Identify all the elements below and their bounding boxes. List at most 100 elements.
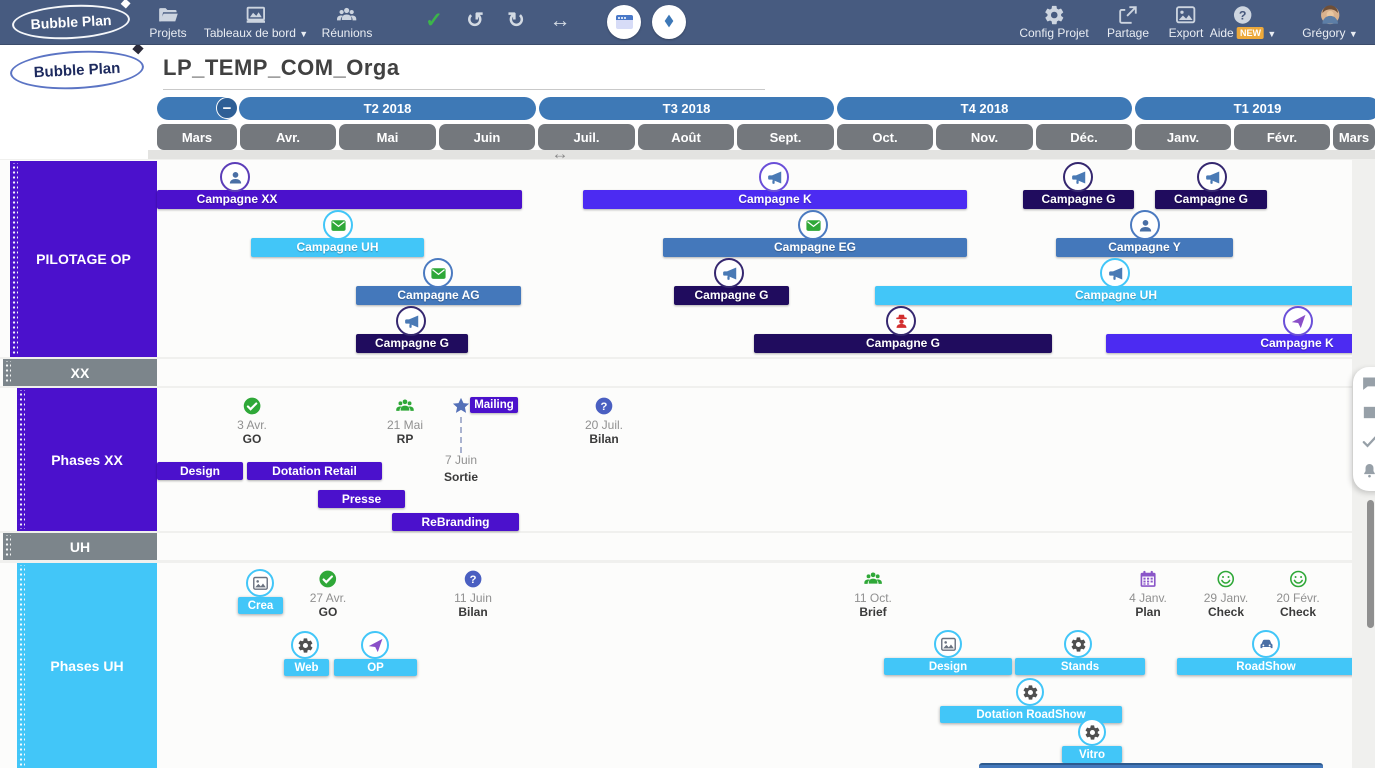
quarter-header-t3-2018[interactable]: T3 2018 (539, 97, 834, 120)
bubble-bar[interactable]: Campagne G (754, 334, 1052, 353)
envelope-icon[interactable] (423, 258, 453, 288)
month-header-juil[interactable]: Juil. (538, 124, 635, 150)
uh-phase-tag[interactable]: Crea (238, 597, 283, 614)
megaphone-icon[interactable] (759, 162, 789, 192)
bubble-bar[interactable]: Campagne UH (251, 238, 424, 257)
bubble-bar[interactable]: Campagne K (583, 190, 967, 209)
month-header-déc[interactable]: Déc. (1036, 124, 1132, 150)
person-icon[interactable] (220, 162, 250, 192)
square-icon[interactable] (1361, 404, 1375, 421)
image-frame-icon[interactable] (934, 630, 962, 658)
month-header-oct[interactable]: Oct. (837, 124, 933, 150)
milestone-tag-mailing[interactable]: Mailing (470, 397, 518, 413)
phase-bar[interactable]: ReBranding (392, 513, 519, 531)
bubble-bar[interactable]: Campagne UH (875, 286, 1357, 305)
uh-phase-tag[interactable]: Stands (1015, 658, 1145, 675)
speech-icon[interactable] (1361, 375, 1375, 392)
row-drag-handle[interactable] (18, 390, 25, 529)
nav-aide[interactable]: ? Aide NEW ▼ (1210, 4, 1276, 40)
bubble-bar[interactable]: Campagne Y (1056, 238, 1233, 257)
paperplane-icon[interactable] (1283, 306, 1313, 336)
validate-button[interactable]: ✓ (425, 9, 443, 32)
megaphone-icon[interactable] (1063, 162, 1093, 192)
row-drag-handle[interactable] (4, 361, 11, 384)
quarter-header-t1-2019[interactable]: T1 2019 (1135, 97, 1375, 120)
car-icon[interactable] (1252, 630, 1280, 658)
vertical-scrollbar[interactable] (1367, 500, 1374, 628)
megaphone-icon[interactable] (714, 258, 744, 288)
bubble-bar[interactable]: Campagne G (674, 286, 789, 305)
milestone[interactable]: 11 Oct. Brief (854, 569, 892, 619)
project-title[interactable]: LP_TEMP_COM_Orga (163, 55, 400, 80)
bubble-bar[interactable]: Campagne G (1023, 190, 1134, 209)
uh-phase-tag[interactable]: OP (334, 659, 417, 676)
sidebar-row-pilotage-op[interactable]: PILOTAGE OP (10, 161, 157, 357)
quarter-header-t2-2018[interactable]: T2 2018 (239, 97, 536, 120)
uh-phase-tag[interactable]: Dotation RoadShow (940, 706, 1122, 723)
uh-phase-tag[interactable]: Vitro (1062, 746, 1122, 763)
nav-gr-gory[interactable]: Grégory ▼ (1302, 4, 1358, 40)
spy-icon[interactable] (886, 306, 916, 336)
month-header-nov[interactable]: Nov. (936, 124, 1033, 150)
uh-phase-tag[interactable]: Web (284, 659, 329, 676)
phase-bar[interactable]: Dotation Retail (247, 462, 382, 480)
milestone[interactable]: ? 20 Juil. Bilan (585, 396, 623, 446)
milestone[interactable]: 29 Janv. Check (1204, 569, 1248, 619)
brand-logo-light[interactable]: Bubble Plan (9, 43, 145, 93)
envelope-icon[interactable] (323, 210, 353, 240)
collapse-quarter-button[interactable]: − (216, 97, 238, 119)
gear-dark-icon[interactable] (1016, 678, 1044, 706)
quarter-header-t4-2018[interactable]: T4 2018 (837, 97, 1132, 120)
uh-phase-tag[interactable]: Design (884, 658, 1012, 675)
timeline-resize-handle[interactable]: ↔ (551, 144, 569, 163)
milestone[interactable]: 3 Avr. GO (237, 396, 267, 446)
megaphone-icon[interactable] (1100, 258, 1130, 288)
gear-dark-icon[interactable] (291, 631, 319, 659)
bubble-bar[interactable]: Campagne G (1155, 190, 1267, 209)
milestone[interactable]: 4 Janv. Plan (1129, 569, 1167, 619)
bubble-bar[interactable]: Campagne XX (157, 190, 522, 209)
row-drag-handle[interactable] (11, 163, 18, 355)
month-header-avr[interactable]: Avr. (240, 124, 336, 150)
bubble-bar[interactable]: Campagne K (1106, 334, 1368, 353)
month-header-mars[interactable]: Mars (1333, 124, 1375, 150)
undo-button[interactable]: ↺ (466, 9, 484, 32)
bubble-bar-partial[interactable] (979, 763, 1323, 768)
month-header-janv[interactable]: Janv. (1135, 124, 1231, 150)
milestone[interactable]: 21 Mai RP (387, 396, 423, 446)
window-button[interactable] (607, 5, 641, 39)
nav-menu-projets[interactable]: Projets (149, 4, 187, 40)
month-header-févr[interactable]: Févr. (1234, 124, 1330, 150)
megaphone-icon[interactable] (396, 306, 426, 336)
nav-menu-r-unions[interactable]: Réunions (322, 4, 372, 40)
person-icon[interactable] (1130, 210, 1160, 240)
megaphone-icon[interactable] (1197, 162, 1227, 192)
sidebar-row-xx[interactable]: XX (3, 359, 157, 386)
milestone[interactable]: ? 11 Juin Bilan (454, 569, 492, 619)
sidebar-row-phases-xx[interactable]: Phases XX (17, 388, 157, 531)
uh-phase-tag[interactable]: RoadShow (1177, 658, 1355, 675)
diamond-button[interactable] (652, 5, 686, 39)
sidebar-row-phases-uh[interactable]: Phases UH (17, 563, 157, 768)
paperplane-icon[interactable] (361, 631, 389, 659)
gear-dark-icon[interactable] (1078, 718, 1106, 746)
row-drag-handle[interactable] (18, 565, 25, 766)
milestone[interactable]: 27 Avr. GO (310, 569, 346, 619)
nav-config-projet[interactable]: Config Projet (1019, 4, 1089, 40)
month-header-sept[interactable]: Sept. (737, 124, 834, 150)
bubble-bar[interactable]: Campagne EG (663, 238, 967, 257)
month-header-mai[interactable]: Mai (339, 124, 436, 150)
image-frame-icon[interactable] (246, 569, 274, 597)
nav-export[interactable]: Export (1169, 4, 1203, 40)
nav-partage[interactable]: Partage (1107, 4, 1149, 40)
month-header-août[interactable]: Août (638, 124, 734, 150)
nav-menu-tableaux-de-bord[interactable]: Tableaux de bord ▼ (204, 4, 308, 40)
sidebar-row-uh[interactable]: UH (3, 533, 157, 560)
milestone[interactable]: 20 Févr. Check (1276, 569, 1320, 619)
bell-icon[interactable] (1361, 462, 1375, 479)
gear-dark-icon[interactable] (1064, 630, 1092, 658)
month-header-juin[interactable]: Juin (439, 124, 535, 150)
redo-button[interactable]: ↻ (507, 9, 525, 32)
brand-logo[interactable]: Bubble Plan (11, 0, 131, 43)
phase-bar[interactable]: Design (157, 462, 243, 480)
